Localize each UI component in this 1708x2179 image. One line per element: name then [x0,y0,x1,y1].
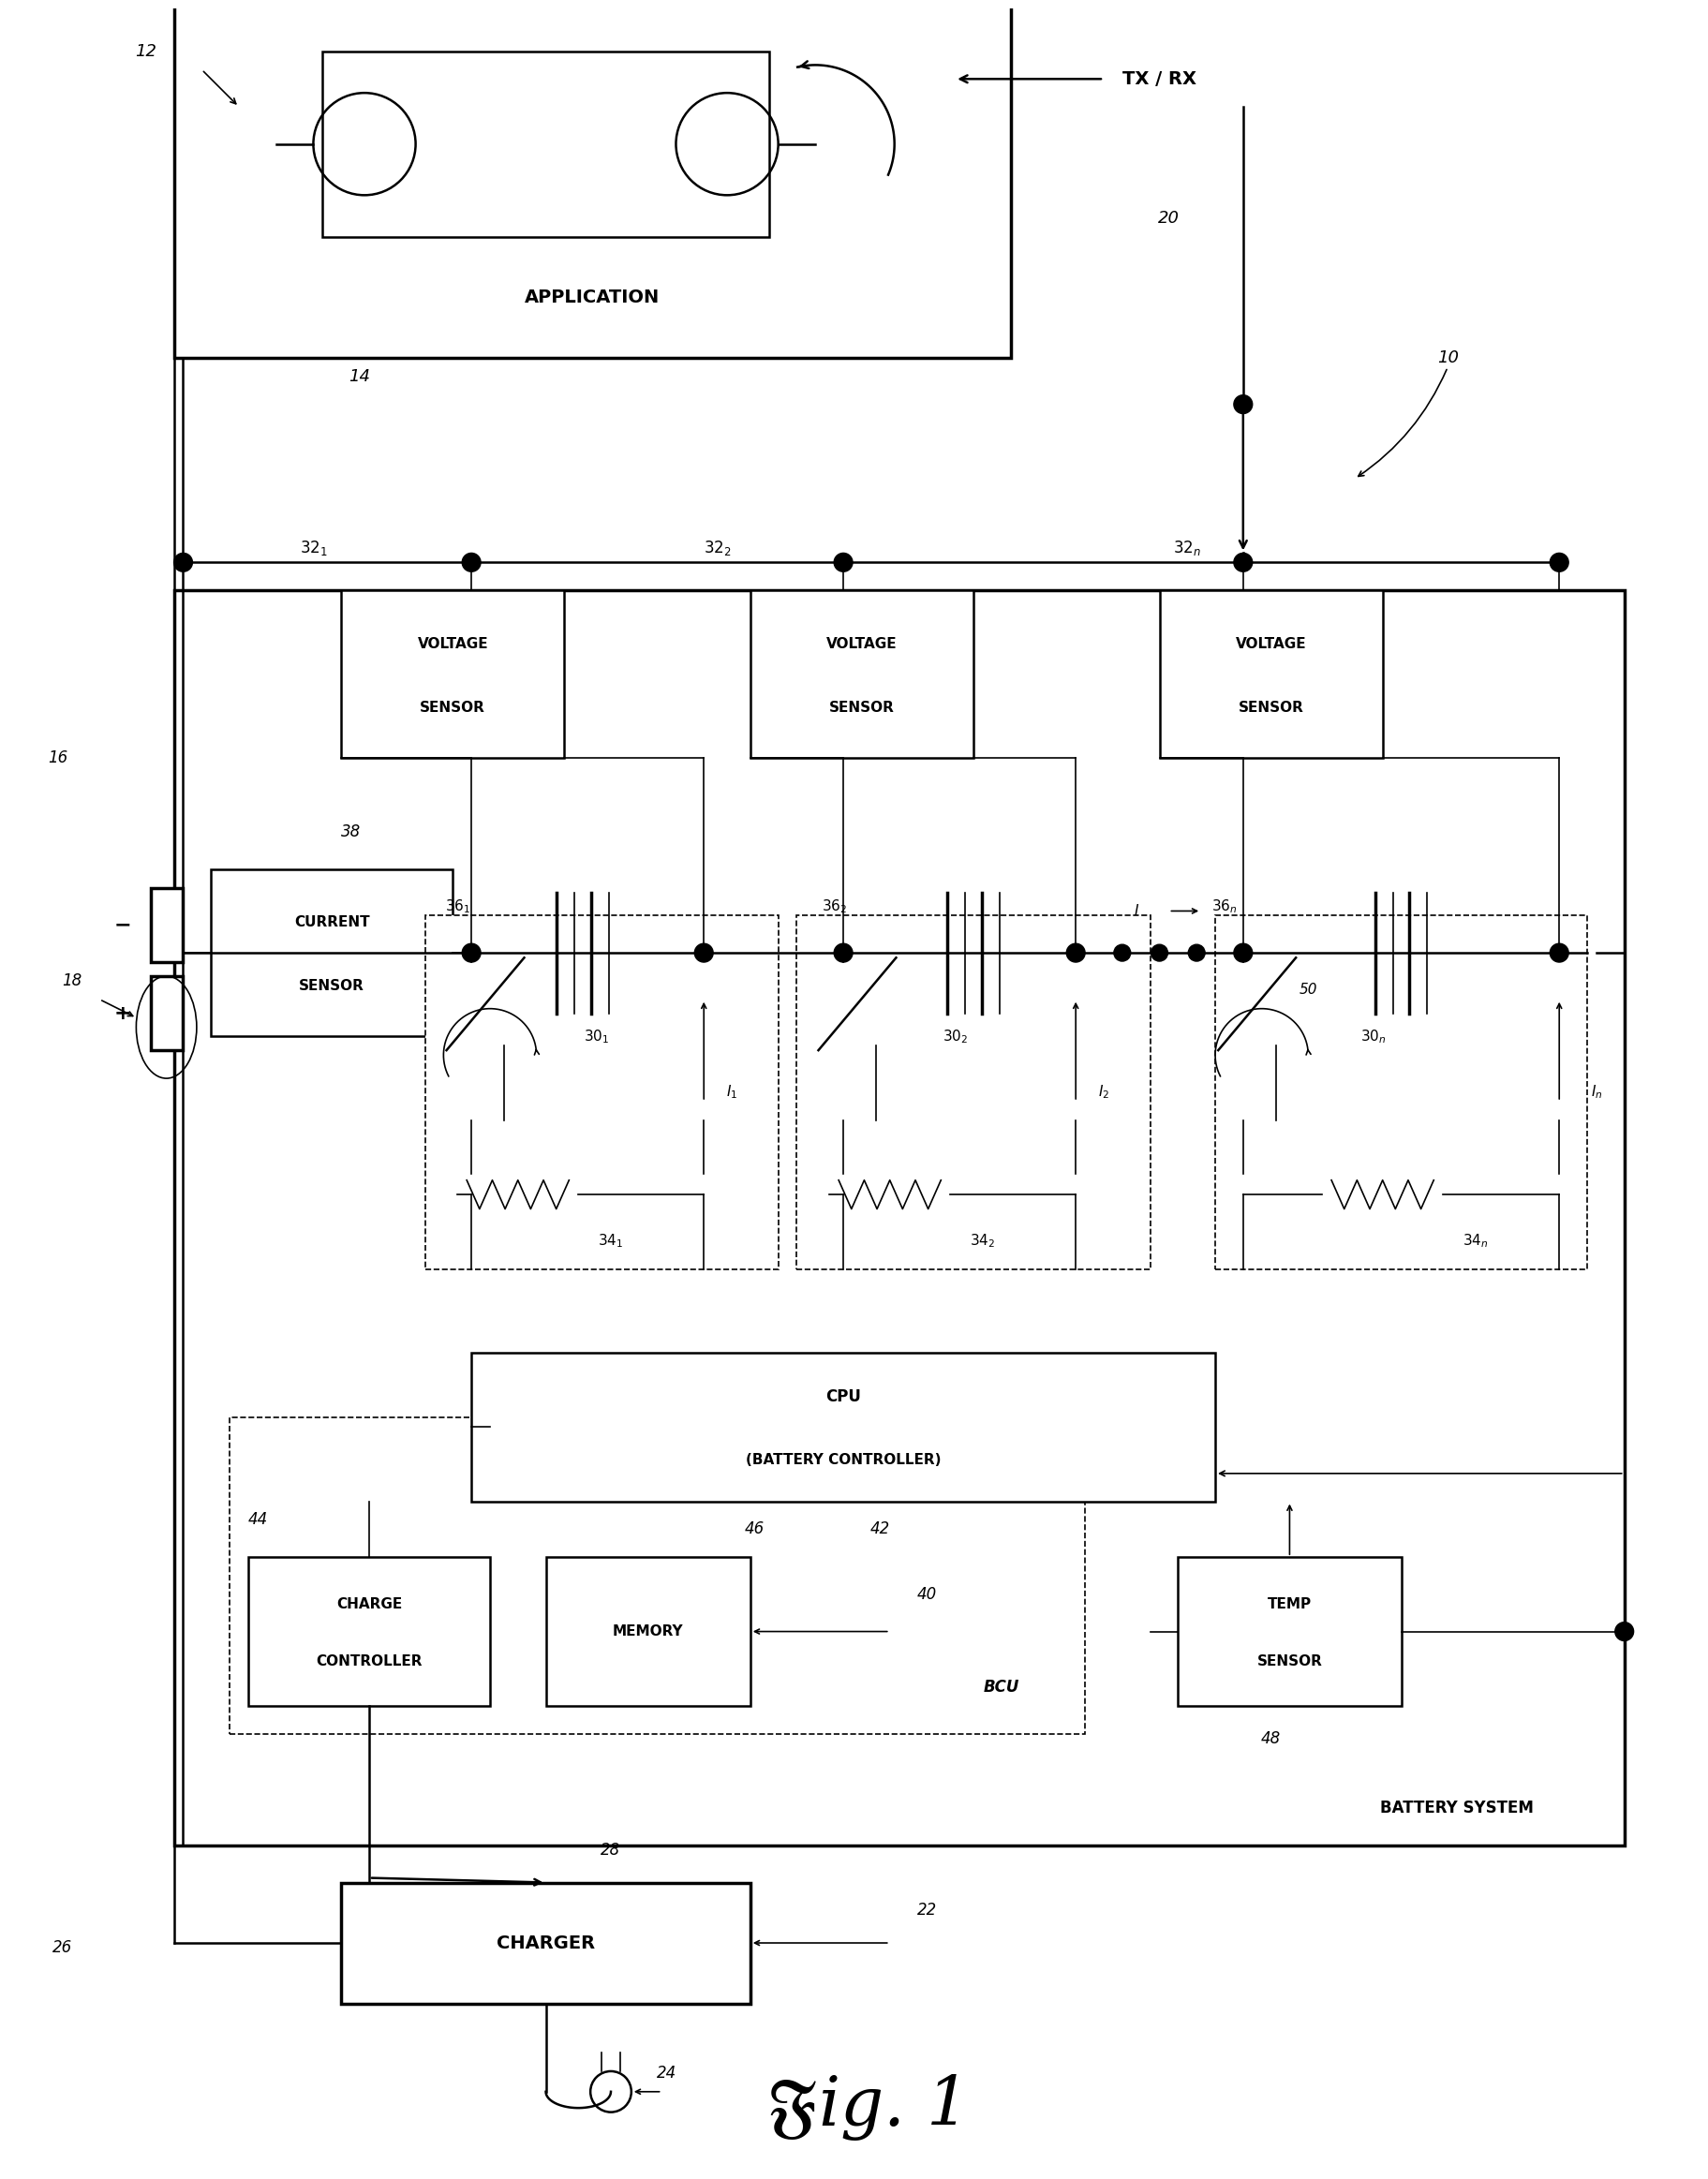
Text: 48: 48 [1261,1730,1281,1748]
Text: 22: 22 [917,1902,936,1920]
Text: 26: 26 [53,1939,72,1957]
Text: TX / RX: TX / RX [1122,70,1196,87]
Text: $32_1$: $32_1$ [299,538,326,558]
Circle shape [1151,944,1167,961]
Text: 20: 20 [1158,209,1179,227]
Circle shape [1233,553,1252,571]
Bar [342,1883,750,2003]
Circle shape [1233,394,1252,414]
Bar [150,976,183,1050]
Text: 24: 24 [656,2066,676,2081]
Circle shape [834,553,852,571]
Text: 42: 42 [869,1521,890,1538]
Bar [750,591,974,758]
Text: 28: 28 [601,1841,620,1859]
Text: I: I [1134,904,1138,917]
Circle shape [1614,1621,1633,1641]
Circle shape [461,553,480,571]
Text: BCU: BCU [982,1678,1018,1695]
Text: −: − [114,915,132,935]
Text: SENSOR: SENSOR [828,699,895,715]
Bar [174,0,1009,357]
Text: $34_n$: $34_n$ [1462,1233,1488,1251]
Bar [458,1174,577,1216]
Circle shape [834,944,852,963]
Circle shape [693,944,712,963]
Circle shape [1114,944,1131,961]
Text: CONTROLLER: CONTROLLER [316,1654,422,1669]
Text: VOLTAGE: VOLTAGE [827,636,897,652]
Bar [1158,591,1382,758]
Text: SENSOR: SENSOR [299,978,364,994]
Text: (BATTERY CONTROLLER): (BATTERY CONTROLLER) [745,1453,941,1466]
Text: 12: 12 [135,44,157,59]
Circle shape [1233,944,1252,963]
Text: VOLTAGE: VOLTAGE [417,636,488,652]
Text: MEMORY: MEMORY [611,1626,683,1639]
Text: $\mathfrak{F}$ig. 1: $\mathfrak{F}$ig. 1 [765,2072,956,2142]
Text: $I_n$: $I_n$ [1590,1083,1602,1100]
Bar [150,887,183,963]
Circle shape [461,944,480,963]
Text: $I_1$: $I_1$ [726,1083,738,1100]
Text: 46: 46 [745,1521,765,1538]
Bar [342,591,564,758]
Text: VOLTAGE: VOLTAGE [1235,636,1305,652]
Text: +: + [114,1005,132,1022]
Circle shape [1549,553,1568,571]
Text: 14: 14 [348,368,371,386]
Text: $32_n$: $32_n$ [1173,538,1201,558]
Bar [323,50,769,238]
Text: $I_2$: $I_2$ [1097,1083,1108,1100]
Text: $32_2$: $32_2$ [704,538,731,558]
Text: $30_n$: $30_n$ [1360,1028,1385,1046]
Text: CPU: CPU [825,1388,861,1405]
Circle shape [1549,944,1568,963]
Bar [425,915,777,1268]
Text: 18: 18 [61,972,82,989]
Text: $30_2$: $30_2$ [941,1028,967,1046]
Text: 16: 16 [48,750,68,767]
Bar [174,591,1623,1846]
Text: 38: 38 [340,824,360,841]
Bar [545,1558,750,1706]
Bar [1322,1174,1442,1216]
Text: $34_1$: $34_1$ [598,1233,623,1251]
Bar [1177,1558,1401,1706]
Bar [471,1353,1214,1501]
Text: $36_2$: $36_2$ [822,898,845,915]
Text: CHARGER: CHARGER [497,1935,594,1952]
Text: $36_n$: $36_n$ [1211,898,1237,915]
Text: 10: 10 [1436,349,1457,366]
Text: APPLICATION: APPLICATION [524,288,659,307]
Bar [1214,915,1587,1268]
Circle shape [174,553,193,571]
Text: $36_1$: $36_1$ [444,898,470,915]
Text: 44: 44 [248,1512,268,1527]
Circle shape [1187,944,1204,961]
Bar [229,1419,1085,1734]
Bar [248,1558,490,1706]
Text: SENSOR: SENSOR [1255,1654,1322,1669]
Text: SENSOR: SENSOR [420,699,485,715]
Text: SENSOR: SENSOR [1238,699,1303,715]
Circle shape [1066,944,1085,963]
Text: $34_2$: $34_2$ [970,1233,996,1251]
Text: 40: 40 [917,1586,936,1604]
Text: CHARGE: CHARGE [336,1597,401,1612]
Bar [796,915,1149,1268]
Bar [828,1174,950,1216]
Text: 50: 50 [1298,983,1317,998]
Text: CURRENT: CURRENT [294,915,369,930]
Text: TEMP: TEMP [1267,1597,1312,1612]
Text: BATTERY SYSTEM: BATTERY SYSTEM [1380,1800,1532,1817]
Bar [212,869,453,1037]
Text: $30_1$: $30_1$ [584,1028,610,1046]
